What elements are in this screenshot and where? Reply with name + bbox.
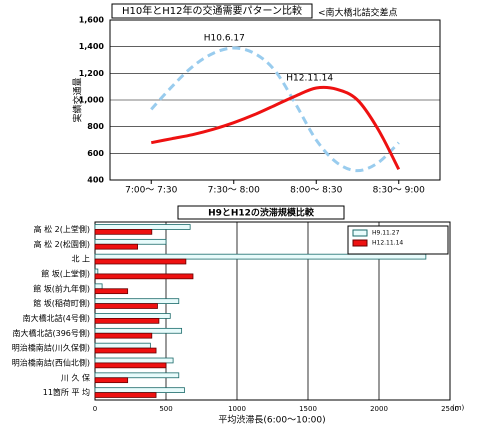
legend-swatch <box>352 239 368 247</box>
bar <box>94 273 194 280</box>
x-tick-label: 1000 <box>228 405 246 413</box>
y-tick-label: 川 久 保 <box>61 372 90 382</box>
y-tick-label: 11箇所 平 均 <box>43 387 90 397</box>
chart-subtitle: <南大橋北詰交差点 <box>318 7 398 19</box>
x-tick-label: 7:30～ 8:00 <box>208 186 261 196</box>
x-axis-unit: (m) <box>452 404 465 412</box>
series-label: H10.6.17 <box>204 34 245 44</box>
legend-label: H9.11.27 <box>372 230 400 237</box>
bar <box>94 268 99 275</box>
bar <box>94 298 180 304</box>
bar <box>94 357 174 364</box>
y-tick-label: 南大橋北詰(4号側) <box>23 313 90 323</box>
y-tick-label: 800 <box>87 122 104 131</box>
y-tick-label: 館 坂(稲荷町側) <box>33 298 90 308</box>
x-tick-label: 500 <box>159 405 172 413</box>
y-tick-label: 明治橋南詰(川久保側) <box>12 343 90 353</box>
x-tick-label: 7:00～ 7:30 <box>125 186 178 196</box>
y-tick-label: 1,400 <box>79 42 105 51</box>
bar <box>94 288 129 295</box>
x-axis-label: 平均渋滞長(6:00～10:00) <box>218 414 325 426</box>
bar <box>94 372 180 379</box>
x-tick-label: 2000 <box>370 405 388 413</box>
bar <box>94 224 191 230</box>
x-tick-label: 8:30～ 9:00 <box>373 186 426 196</box>
legend-swatch <box>352 229 368 237</box>
series-line <box>150 46 400 173</box>
x-tick-label: 0 <box>93 405 97 413</box>
chart-title: H10年とH12年の交通需要パターン比較 <box>122 4 302 17</box>
chart-title: H9とH12の渋滞規模比較 <box>208 207 315 219</box>
bar <box>94 342 151 349</box>
title-box <box>111 3 313 19</box>
bar <box>94 392 157 398</box>
y-tick-label: 館 坂(前九年側) <box>33 283 90 293</box>
bar <box>94 362 167 369</box>
y-tick-label: 高 松 2(上堂側) <box>34 224 90 234</box>
y-axis-label: 実績交通量 <box>72 77 84 122</box>
legend-label: H12.11.14 <box>372 240 403 247</box>
x-tick-label: 8:00～ 8:30 <box>290 186 343 196</box>
bar <box>94 238 167 245</box>
y-tick-label: 北 上 <box>71 255 90 264</box>
series-label: H12.11.14 <box>286 74 333 84</box>
y-tick-label: 館 坂(上堂側) <box>41 268 90 278</box>
bar <box>94 258 187 265</box>
bar <box>94 377 129 384</box>
y-tick-label: 高 松 2(松園側) <box>34 239 90 249</box>
y-tick-label: 600 <box>87 149 104 158</box>
y-tick-label: 明治橋南詰(西仙北側) <box>12 357 90 367</box>
bar <box>94 327 183 334</box>
y-tick-label: 1,600 <box>79 16 105 25</box>
x-tick-label: 1500 <box>299 405 317 413</box>
bar <box>94 283 103 290</box>
bar <box>94 243 138 250</box>
y-tick-label: 南大橋北詰(396号側) <box>12 328 90 338</box>
bar <box>94 303 158 309</box>
series-line <box>150 85 401 171</box>
bar <box>94 347 157 354</box>
bar <box>94 332 153 339</box>
y-tick-label: 1,200 <box>79 69 105 78</box>
bar <box>94 229 153 235</box>
bar <box>94 253 427 260</box>
bar <box>94 387 185 393</box>
bar <box>94 318 160 324</box>
y-tick-label: 1,000 <box>79 96 105 105</box>
title-box <box>177 205 345 220</box>
y-tick-label: 400 <box>87 176 104 185</box>
bar <box>94 313 171 319</box>
x-tick-label: 2500 <box>441 405 459 413</box>
